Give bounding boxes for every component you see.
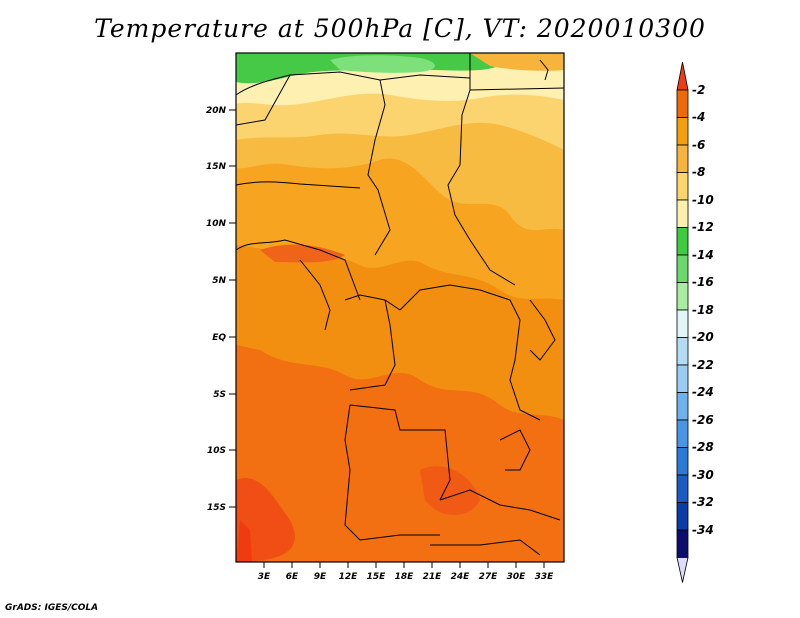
colorbar-label: -26	[692, 413, 714, 427]
colorbar-cell	[676, 172, 689, 201]
colorbar-bottom-arrow	[676, 557, 689, 583]
lon-label: 21E	[423, 572, 443, 582]
lon-label: 18E	[395, 572, 415, 582]
colorbar-cell	[676, 227, 689, 256]
temperature-field	[236, 53, 564, 562]
lat-label: 5S	[213, 390, 226, 400]
lon-label: 3E	[258, 572, 271, 582]
lon-label: 12E	[339, 572, 359, 582]
lat-label: 5N	[212, 276, 226, 286]
colorbar-cell	[676, 254, 689, 283]
colorbar-label: -18	[692, 303, 714, 317]
colorbar-cell	[676, 474, 689, 503]
colorbar-label: -8	[692, 165, 705, 179]
colorbar-cell	[676, 117, 689, 146]
colorbar-label: -6	[692, 138, 705, 152]
colorbar-cell	[676, 282, 689, 311]
lon-label: 9E	[314, 572, 327, 582]
colorbar-label: -12	[692, 220, 714, 234]
map-frame	[235, 52, 565, 563]
colorbar-label: -4	[692, 110, 705, 124]
colorbar-label: -24	[692, 385, 714, 399]
colorbar-labels: -2 -4 -6 -8 -10 -12 -14 -16 -18 -20 -22 …	[692, 83, 714, 537]
colorbar-label: -16	[692, 275, 714, 289]
colorbar	[676, 61, 689, 583]
colorbar-label: -22	[692, 358, 714, 372]
map-title: Temperature at 500hPa [C], VT: 202001030…	[94, 14, 706, 43]
lat-label: 10N	[206, 219, 227, 229]
colorbar-cell	[676, 529, 689, 558]
colorbar-top-arrow	[676, 61, 689, 91]
colorbar-label: -32	[692, 495, 714, 509]
colorbar-label: -10	[692, 193, 714, 207]
lat-label: 15N	[206, 162, 227, 172]
colorbar-label: -28	[692, 440, 714, 454]
colorbar-cell	[676, 199, 689, 228]
colorbar-label: -14	[692, 248, 714, 262]
colorbar-cell	[676, 337, 689, 366]
colorbar-label: -20	[692, 330, 714, 344]
lon-label: 27E	[479, 572, 499, 582]
lon-label: 30E	[507, 572, 527, 582]
colorbar-cell	[676, 309, 689, 338]
colorbar-label: -34	[692, 523, 714, 537]
lon-label: 24E	[451, 572, 471, 582]
grads-credit: GrADS: IGES/COLA	[5, 603, 99, 613]
lat-axis: 20N 15N 10N 5N EQ 5S 10S 15S	[206, 106, 236, 513]
lon-label: 6E	[286, 572, 299, 582]
colorbar-cell	[676, 392, 689, 421]
lat-label: 15S	[207, 503, 226, 513]
colorbar-label: -30	[692, 468, 714, 482]
lon-axis: 3E 6E 9E 12E 15E 18E 21E 24E 27E 30E 33E	[258, 562, 554, 582]
colorbar-cell	[676, 144, 689, 173]
lon-label: 33E	[535, 572, 555, 582]
colorbar-cell	[676, 89, 689, 118]
colorbar-cell	[676, 419, 689, 448]
lat-label: 10S	[207, 446, 226, 456]
country-borders	[236, 53, 564, 556]
colorbar-cell	[676, 364, 689, 393]
colorbar-cell	[676, 502, 689, 531]
colorbar-cell	[676, 447, 689, 476]
colorbar-label: -2	[692, 83, 705, 97]
lon-label: 15E	[367, 572, 387, 582]
lat-label: 20N	[206, 106, 227, 116]
lat-label: EQ	[212, 333, 226, 343]
